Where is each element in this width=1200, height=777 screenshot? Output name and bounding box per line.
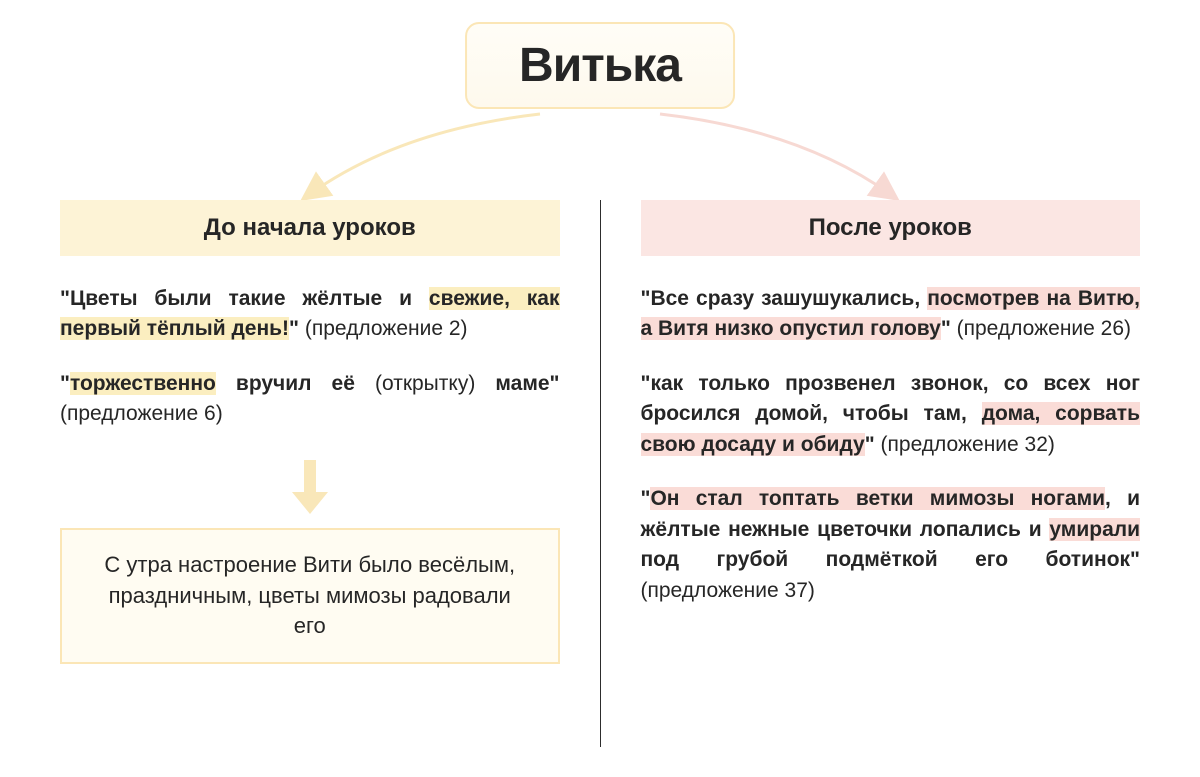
q-text: под грубой подмёткой его ботинок" (641, 548, 1141, 571)
q-highlight: умирали (1049, 518, 1140, 541)
down-arrow-icon (288, 460, 332, 516)
q-text: "Цветы были такие жёлтые и (60, 287, 429, 310)
q-text: " (865, 433, 881, 456)
q-ref: (предложение 37) (641, 579, 815, 602)
q-text: "Все сразу зашушукались, (641, 287, 928, 310)
header-after: После уроков (641, 200, 1141, 256)
q-highlight: торжественно (70, 372, 216, 395)
q-ref: (предложение 6) (60, 402, 223, 425)
q-text: маме" (475, 372, 559, 395)
quote-after-1: "Все сразу зашушукались, посмотрев на Ви… (641, 284, 1141, 345)
q-ref: (предложение 26) (957, 317, 1131, 340)
quote-after-3: "Он стал топтать ветки мимозы ногами, и … (641, 484, 1141, 606)
quote-before-1: "Цветы были такие жёлтые и свежие, как п… (60, 284, 560, 345)
quote-before-2: "торжественно вручил её (открытку) маме"… (60, 369, 560, 430)
q-highlight: Он стал топтать ветки мимозы ногами (650, 487, 1105, 510)
q-text: " (641, 487, 651, 510)
q-ref: (предложение 32) (881, 433, 1055, 456)
root-node: Витька (465, 22, 735, 109)
column-after: После уроков "Все сразу зашушукались, по… (601, 200, 1141, 747)
header-before: До начала уроков (60, 200, 560, 256)
q-text: вручил её (216, 372, 375, 395)
columns-container: До начала уроков "Цветы были такие жёлты… (60, 200, 1140, 747)
q-text: " (289, 317, 305, 340)
q-text: " (60, 372, 70, 395)
summary-box: С утра настроение Вити было весёлым, пра… (60, 528, 560, 664)
q-paren: (открытку) (375, 372, 475, 395)
root-title: Витька (519, 38, 681, 93)
column-before: До начала уроков "Цветы были такие жёлты… (60, 200, 600, 747)
q-ref: (предложение 2) (305, 317, 468, 340)
quote-after-2: "как только прозвенел звонок, со всех но… (641, 369, 1141, 460)
q-text: " (941, 317, 957, 340)
